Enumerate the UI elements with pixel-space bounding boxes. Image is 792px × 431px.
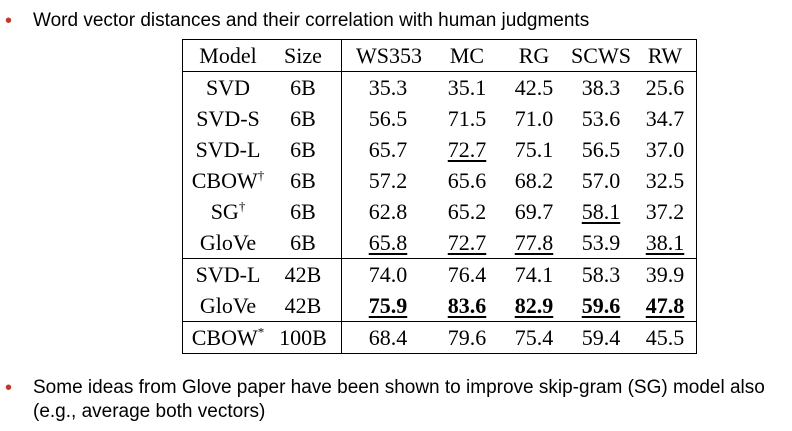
model-cell: SVD: [205, 75, 250, 100]
rw-cell: 37.0: [645, 137, 685, 162]
header-model: Model: [182, 39, 271, 72]
bullet-text-line-2: (e.g., average both vectors): [33, 401, 266, 422]
rg-cell: 69.7: [514, 199, 554, 224]
header-rw: RW: [634, 39, 697, 72]
rg-cell: 75.4: [500, 321, 568, 354]
model-cell: SG†: [183, 196, 272, 227]
rw-cell: 34.7: [645, 106, 685, 131]
model-cell: GloVe: [199, 230, 257, 255]
model-name: SG: [210, 199, 239, 224]
mc-cell-underlined: 72.7: [447, 230, 487, 255]
scws-cell: 58.3: [568, 258, 634, 290]
size-cell: 42B: [271, 258, 342, 290]
table-row: CBOW† 6B 57.2 65.6 68.2 57.0 32.5: [183, 165, 697, 196]
table-row: GloVe 6B 65.8 72.7 77.8 53.9 38.1: [183, 227, 697, 259]
ws353-cell: 65.7: [368, 137, 408, 162]
model-cell: SVD-S: [196, 106, 260, 131]
bullet-word-vector-distances: • Word vector distances and their correl…: [0, 9, 792, 33]
rg-cell: 68.2: [514, 168, 554, 193]
header-scws: SCWS: [568, 39, 634, 72]
mc-cell-underlined: 72.7: [447, 137, 487, 162]
size-cell: 6B: [271, 71, 342, 103]
table-header-row: Model Size WS353 MC RG SCWS RW: [182, 39, 697, 72]
model-cell: CBOW*: [182, 321, 271, 354]
bullet-text: Word vector distances and their correlat…: [33, 10, 590, 31]
size-cell: 42B: [271, 290, 342, 322]
bullet-glove-skipgram-note: • Some ideas from Glove paper have been …: [0, 376, 792, 424]
rg-cell: 42.5: [514, 75, 554, 100]
rg-cell: 74.1: [500, 258, 568, 290]
dagger-mark: †: [257, 167, 265, 183]
bullet-dot-icon: •: [5, 10, 13, 32]
scws-cell: 57.0: [581, 168, 621, 193]
mc-cell-best: 83.6: [447, 293, 487, 318]
ws353-cell: 62.8: [368, 199, 408, 224]
size-cell: 6B: [271, 165, 342, 196]
size-cell: 6B: [271, 134, 342, 165]
table-row: CBOW* 100B 68.4 79.6 75.4 59.4 45.5: [182, 321, 697, 354]
size-cell: 6B: [271, 227, 342, 259]
bullet-text-line-1: Some ideas from Glove paper have been sh…: [33, 377, 765, 398]
mc-cell: 35.1: [447, 75, 487, 100]
rw-cell: 39.9: [634, 258, 697, 290]
dagger-mark: †: [238, 198, 246, 214]
model-cell: SVD-L: [195, 137, 261, 162]
ws353-cell-best: 75.9: [368, 293, 408, 318]
size-cell: 6B: [271, 196, 342, 227]
size-cell: 6B: [271, 103, 342, 134]
ws353-cell: 57.2: [368, 168, 408, 193]
mc-cell: 76.4: [434, 258, 500, 290]
table-row: GloVe 42B 75.9 83.6 82.9 59.6 47.8: [183, 290, 697, 322]
header-ws353: WS353: [341, 39, 434, 72]
scws-cell: 53.6: [581, 106, 621, 131]
bullet-dot-icon: •: [5, 377, 13, 399]
mc-cell: 65.6: [447, 168, 487, 193]
scws-cell-best: 59.6: [581, 293, 621, 318]
model-cell: GloVe: [199, 293, 257, 318]
scws-cell: 53.9: [581, 230, 621, 255]
rg-cell-underlined: 77.8: [514, 230, 554, 255]
header-rg: RG: [500, 39, 568, 72]
mc-cell: 71.5: [447, 106, 487, 131]
scws-cell: 59.4: [568, 321, 634, 354]
model-cell: CBOW†: [183, 165, 272, 196]
model-name: CBOW: [191, 325, 258, 350]
rg-cell: 71.0: [514, 106, 554, 131]
asterisk-mark: *: [257, 324, 265, 340]
ws353-cell: 68.4: [341, 321, 434, 354]
mc-cell: 65.2: [447, 199, 487, 224]
ws353-cell: 35.3: [368, 75, 408, 100]
rg-cell: 75.1: [514, 137, 554, 162]
ws353-cell-underlined: 65.8: [368, 230, 408, 255]
ws353-cell: 74.0: [341, 258, 434, 290]
rw-cell: 45.5: [634, 321, 697, 354]
rw-cell: 25.6: [645, 75, 685, 100]
table-row: SVD-L 42B 74.0 76.4 74.1 58.3 39.9: [182, 258, 697, 290]
model-name: CBOW: [191, 168, 258, 193]
rw-cell-underlined: 38.1: [645, 230, 685, 255]
rw-cell: 37.2: [645, 199, 685, 224]
results-table: Model Size WS353 MC RG SCWS RW SVD 6B 35…: [182, 39, 697, 354]
scws-cell: 56.5: [581, 137, 621, 162]
table-row: SG† 6B 62.8 65.2 69.7 58.1 37.2: [183, 196, 697, 227]
header-mc: MC: [434, 39, 500, 72]
table-row: SVD-S 6B 56.5 71.5 71.0 53.6 34.7: [183, 103, 697, 134]
table-row: SVD 6B 35.3 35.1 42.5 38.3 25.6: [183, 71, 697, 103]
model-cell: SVD-L: [182, 258, 271, 290]
ws353-cell: 56.5: [368, 106, 408, 131]
scws-cell-underlined: 58.1: [581, 199, 621, 224]
header-size: Size: [271, 39, 342, 72]
size-cell: 100B: [271, 321, 342, 354]
mc-cell: 79.6: [434, 321, 500, 354]
rg-cell-best: 82.9: [514, 293, 554, 318]
table-row: SVD-L 6B 65.7 72.7 75.1 56.5 37.0: [183, 134, 697, 165]
rw-cell-best: 47.8: [645, 293, 685, 318]
scws-cell: 38.3: [581, 75, 621, 100]
rw-cell: 32.5: [645, 168, 685, 193]
